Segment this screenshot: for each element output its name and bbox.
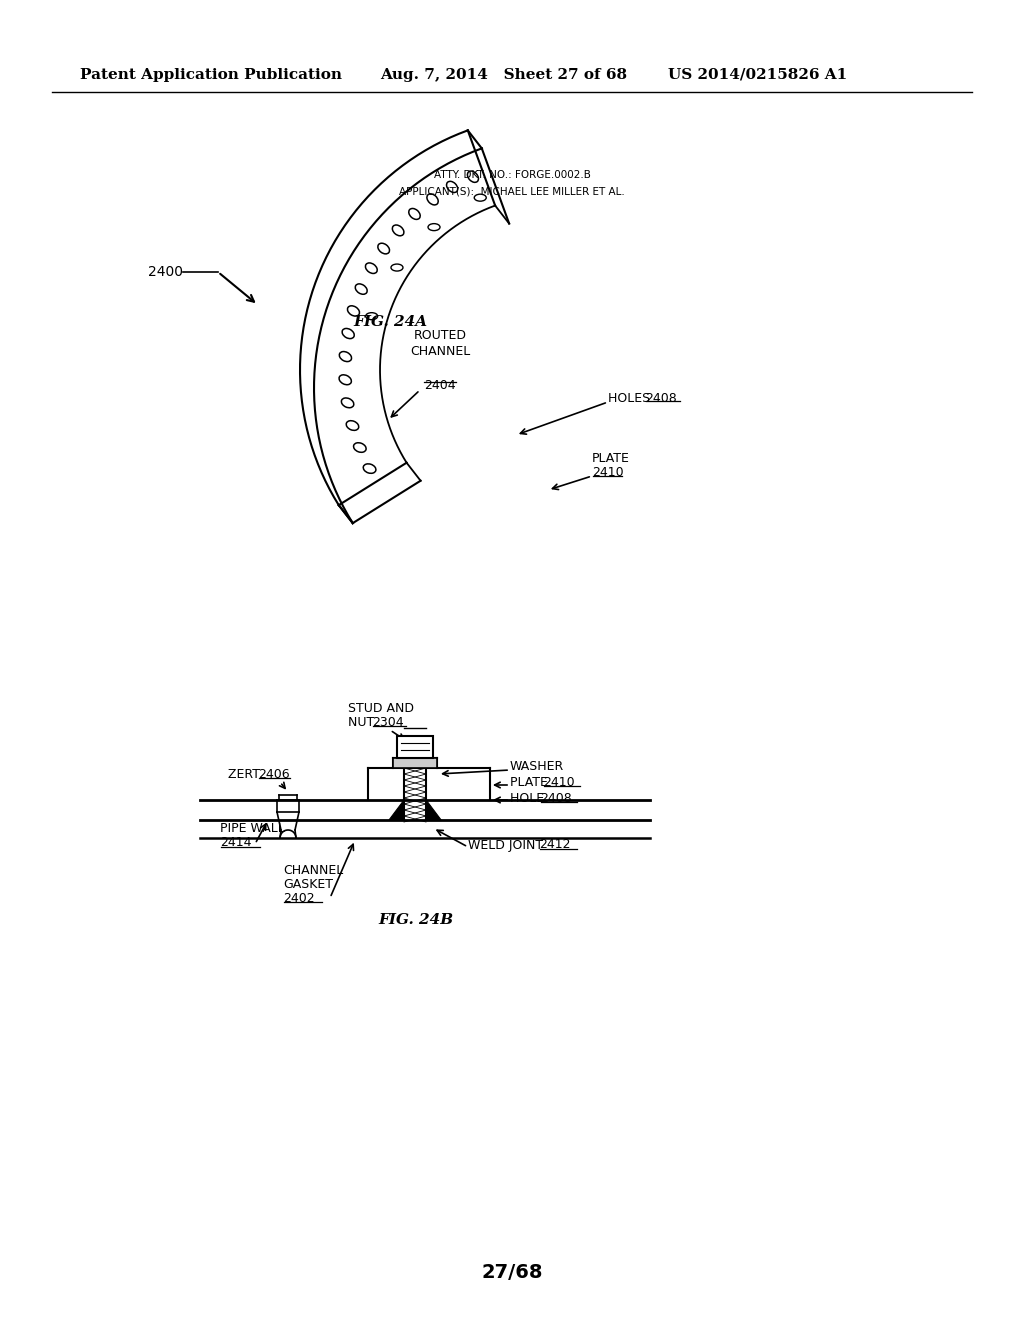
Text: US 2014/0215826 A1: US 2014/0215826 A1 (668, 69, 847, 82)
Text: 27/68: 27/68 (481, 1262, 543, 1282)
Text: WELD JOINT: WELD JOINT (468, 838, 547, 851)
Text: PIPE WALL: PIPE WALL (220, 821, 285, 834)
Text: ATTY. DKT. NO.: FORGE.0002.B: ATTY. DKT. NO.: FORGE.0002.B (433, 170, 591, 180)
Text: 2410: 2410 (543, 776, 574, 788)
Text: STUD AND: STUD AND (348, 701, 414, 714)
Text: 2408: 2408 (540, 792, 571, 804)
Text: FIG. 24B: FIG. 24B (378, 913, 454, 927)
Text: FIG. 24A: FIG. 24A (353, 315, 427, 329)
Text: Patent Application Publication: Patent Application Publication (80, 69, 342, 82)
Text: HOLE: HOLE (510, 792, 548, 804)
Text: 2410: 2410 (592, 466, 624, 479)
Text: 2404: 2404 (424, 379, 456, 392)
Text: 2400: 2400 (148, 265, 183, 279)
Text: HOLES: HOLES (608, 392, 654, 404)
Polygon shape (389, 800, 404, 820)
Text: 2402: 2402 (283, 891, 314, 904)
Text: GASKET: GASKET (283, 878, 333, 891)
Text: ROUTED
CHANNEL: ROUTED CHANNEL (410, 329, 470, 358)
Text: 2414: 2414 (220, 837, 252, 850)
Text: CHANNEL: CHANNEL (283, 863, 343, 876)
Text: ZERT: ZERT (228, 768, 264, 781)
Text: PLATE: PLATE (510, 776, 552, 788)
Text: 2412: 2412 (539, 838, 570, 851)
Text: PLATE: PLATE (592, 451, 630, 465)
Text: 2304: 2304 (372, 715, 403, 729)
Polygon shape (397, 737, 433, 758)
Text: NUT: NUT (348, 715, 378, 729)
Text: 2408: 2408 (645, 392, 677, 404)
Text: 2406: 2406 (258, 768, 290, 781)
Text: WASHER: WASHER (510, 759, 564, 772)
Text: APPLICANT(S):  MICHAEL LEE MILLER ET AL.: APPLICANT(S): MICHAEL LEE MILLER ET AL. (399, 186, 625, 195)
Text: Aug. 7, 2014   Sheet 27 of 68: Aug. 7, 2014 Sheet 27 of 68 (380, 69, 627, 82)
Polygon shape (393, 758, 437, 768)
Polygon shape (426, 800, 441, 820)
